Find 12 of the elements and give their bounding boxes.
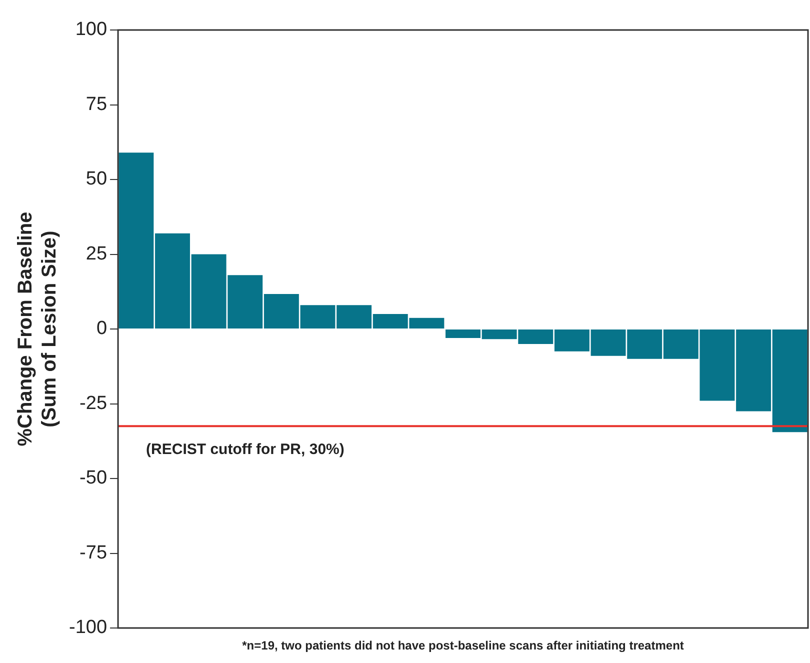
y-tick-label: 50 [86,168,108,190]
ref-line-label: (RECIST cutoff for PR, 30%) [146,440,344,458]
y-axis-title: %Change From Baseline (Sum of Lesion Size) [14,212,61,446]
y-tick-label: -50 [80,468,108,489]
y-tick-label: -25 [80,392,108,414]
y-tick-label: -100 [68,617,108,638]
y-tick-label: -75 [80,542,108,564]
text: *n=19, two patients did not have post-baseline scans after initiating treatment [242,638,684,652]
y-tick-label: 75 [86,94,108,115]
y-tick-label: 25 [86,243,108,264]
y-tick-label: 100 [75,19,108,40]
y-tick-label: 0 [96,318,108,340]
